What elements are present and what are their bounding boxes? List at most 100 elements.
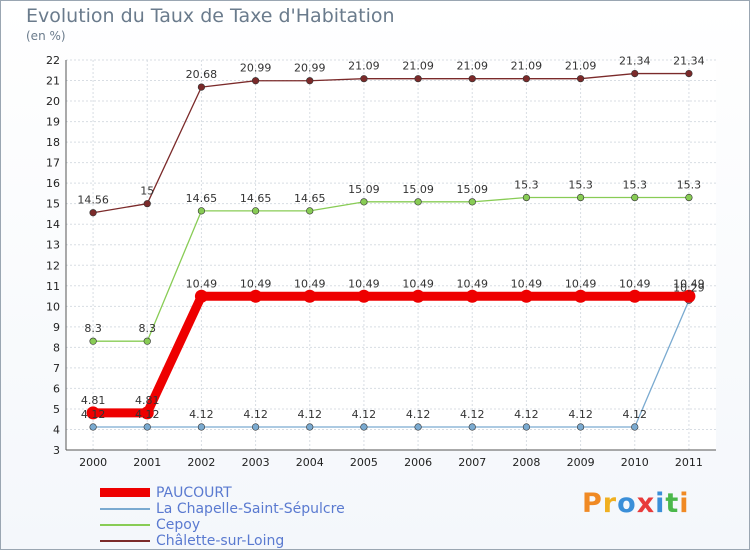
- point-ch-lette-sur-loing: [89, 209, 97, 217]
- series-lines: [86, 69, 696, 431]
- point-ch-lette-sur-loing: [576, 75, 585, 83]
- data-label-paucourt: 10.49: [294, 277, 326, 290]
- point-ch-lette-sur-loing: [306, 77, 314, 85]
- point-ch-lette-sur-loing: [685, 69, 693, 78]
- x-tick-label: 2006: [404, 456, 432, 469]
- x-tick-label: 2009: [567, 456, 595, 469]
- data-label-paucourt: 4.81: [135, 394, 160, 407]
- y-tick-label: 16: [46, 177, 60, 190]
- point-cepoy: [631, 193, 639, 202]
- data-label-cepoy: 15.3: [677, 179, 702, 192]
- x-tick-label: 2010: [621, 456, 649, 469]
- data-label-la-chapelle-saint-s-pulcre: 4.12: [623, 408, 648, 421]
- data-label-paucourt: 10.49: [565, 277, 597, 290]
- point-paucourt: [519, 289, 533, 303]
- data-label-cepoy: 8.3: [139, 322, 157, 335]
- data-label-ch-lette-sur-loing: 21.34: [673, 55, 705, 68]
- point-la-chapelle-saint-s-pulcre: [306, 423, 314, 431]
- point-paucourt: [574, 289, 588, 303]
- legend-swatch: [100, 488, 150, 497]
- data-label-paucourt: 4.81: [81, 394, 106, 407]
- proxiti-logo: Proxiti: [582, 488, 690, 519]
- point-cepoy: [522, 193, 531, 202]
- data-label-cepoy: 8.3: [84, 322, 102, 335]
- data-label-ch-lette-sur-loing: 21.09: [402, 60, 434, 73]
- point-la-chapelle-saint-s-pulcre: [197, 423, 206, 431]
- point-cepoy: [468, 198, 476, 206]
- point-cepoy: [414, 198, 422, 206]
- point-paucourt: [411, 289, 425, 303]
- point-ch-lette-sur-loing: [468, 75, 476, 83]
- point-la-chapelle-saint-s-pulcre: [89, 423, 97, 431]
- data-label-ch-lette-sur-loing: 21.09: [457, 60, 489, 73]
- point-la-chapelle-saint-s-pulcre: [576, 423, 585, 431]
- data-label-ch-lette-sur-loing: 21.09: [565, 60, 597, 73]
- point-la-chapelle-saint-s-pulcre: [251, 423, 260, 431]
- series-line-cepoy: [93, 196, 689, 342]
- data-label-paucourt: 10.49: [457, 277, 489, 290]
- y-tick-label: 6: [53, 382, 60, 395]
- data-label-cepoy: 15.3: [623, 179, 648, 192]
- data-label-ch-lette-sur-loing: 15: [140, 185, 154, 198]
- x-tick-label: 2001: [133, 456, 161, 469]
- legend-swatch: [100, 524, 150, 526]
- data-label-cepoy: 15.09: [457, 183, 489, 196]
- data-label-cepoy: 15.09: [348, 183, 380, 196]
- point-paucourt: [249, 289, 263, 303]
- y-tick-label: 15: [46, 198, 60, 211]
- data-label-cepoy: 14.65: [294, 192, 326, 205]
- data-label-la-chapelle-saint-s-pulcre: 4.12: [514, 408, 539, 421]
- y-tick-label: 9: [53, 321, 60, 334]
- y-tick-label: 5: [53, 403, 60, 416]
- legend-swatch: [100, 540, 150, 542]
- point-paucourt: [465, 289, 479, 303]
- x-tick-label: 2002: [187, 456, 215, 469]
- data-label-ch-lette-sur-loing: 21.09: [348, 60, 380, 73]
- y-tick-label: 10: [46, 300, 60, 313]
- data-label-paucourt: 10.49: [348, 277, 380, 290]
- chart-subtitle: (en %): [26, 29, 66, 43]
- data-label-la-chapelle-saint-s-pulcre: 4.12: [568, 408, 593, 421]
- point-ch-lette-sur-loing: [522, 75, 531, 83]
- data-label-ch-lette-sur-loing: 21.09: [511, 60, 543, 73]
- data-labels: 14.56 15 20.68 20.99 20.99 21.09 21.09 21.09 21.…: [77, 55, 704, 421]
- y-tick-label: 7: [53, 362, 60, 375]
- y-tick-label: 21: [46, 75, 60, 88]
- data-label-cepoy: 15.09: [402, 183, 434, 196]
- data-label-cepoy: 14.65: [186, 192, 218, 205]
- point-cepoy: [251, 207, 260, 215]
- y-tick-label: 14: [46, 218, 60, 231]
- point-ch-lette-sur-loing: [251, 77, 260, 85]
- x-tick-label: 2003: [242, 456, 270, 469]
- data-label-ch-lette-sur-loing: 20.99: [240, 62, 272, 75]
- data-label-la-chapelle-saint-s-pulcre: 4.12: [189, 408, 214, 421]
- point-ch-lette-sur-loing: [360, 75, 368, 83]
- data-label-ch-lette-sur-loing: 20.68: [186, 68, 218, 81]
- data-label-paucourt: 10.49: [240, 277, 272, 290]
- x-tick-label: 2004: [296, 456, 324, 469]
- data-label-cepoy: 15.3: [568, 179, 593, 192]
- y-tick-label: 13: [46, 239, 60, 252]
- series-line-paucourt: [93, 291, 689, 418]
- legend-label: Châlette-sur-Loing: [156, 533, 285, 549]
- logo-letter: t: [665, 488, 680, 519]
- point-la-chapelle-saint-s-pulcre: [631, 423, 639, 431]
- y-tick-label: 17: [46, 157, 60, 170]
- point-cepoy: [306, 207, 314, 215]
- series-line-ch-lette-sur-loing: [92, 72, 689, 214]
- chart-title: Evolution du Taux de Taxe d'Habitation: [26, 5, 395, 27]
- point-cepoy: [576, 193, 585, 202]
- y-tick-label: 4: [53, 423, 60, 436]
- logo-letter: i: [679, 488, 690, 519]
- data-label-paucourt: 10.49: [186, 277, 218, 290]
- legend-label: PAUCOURT: [156, 485, 232, 501]
- y-tick-label: 20: [46, 95, 60, 108]
- point-la-chapelle-saint-s-pulcre: [522, 423, 531, 431]
- point-cepoy: [143, 337, 151, 345]
- y-tick-label: 8: [53, 341, 60, 354]
- point-cepoy: [89, 337, 97, 345]
- y-tick-label: 19: [46, 116, 60, 129]
- y-tick-label: 3: [53, 444, 60, 457]
- data-label-ch-lette-sur-loing: 14.56: [77, 194, 109, 207]
